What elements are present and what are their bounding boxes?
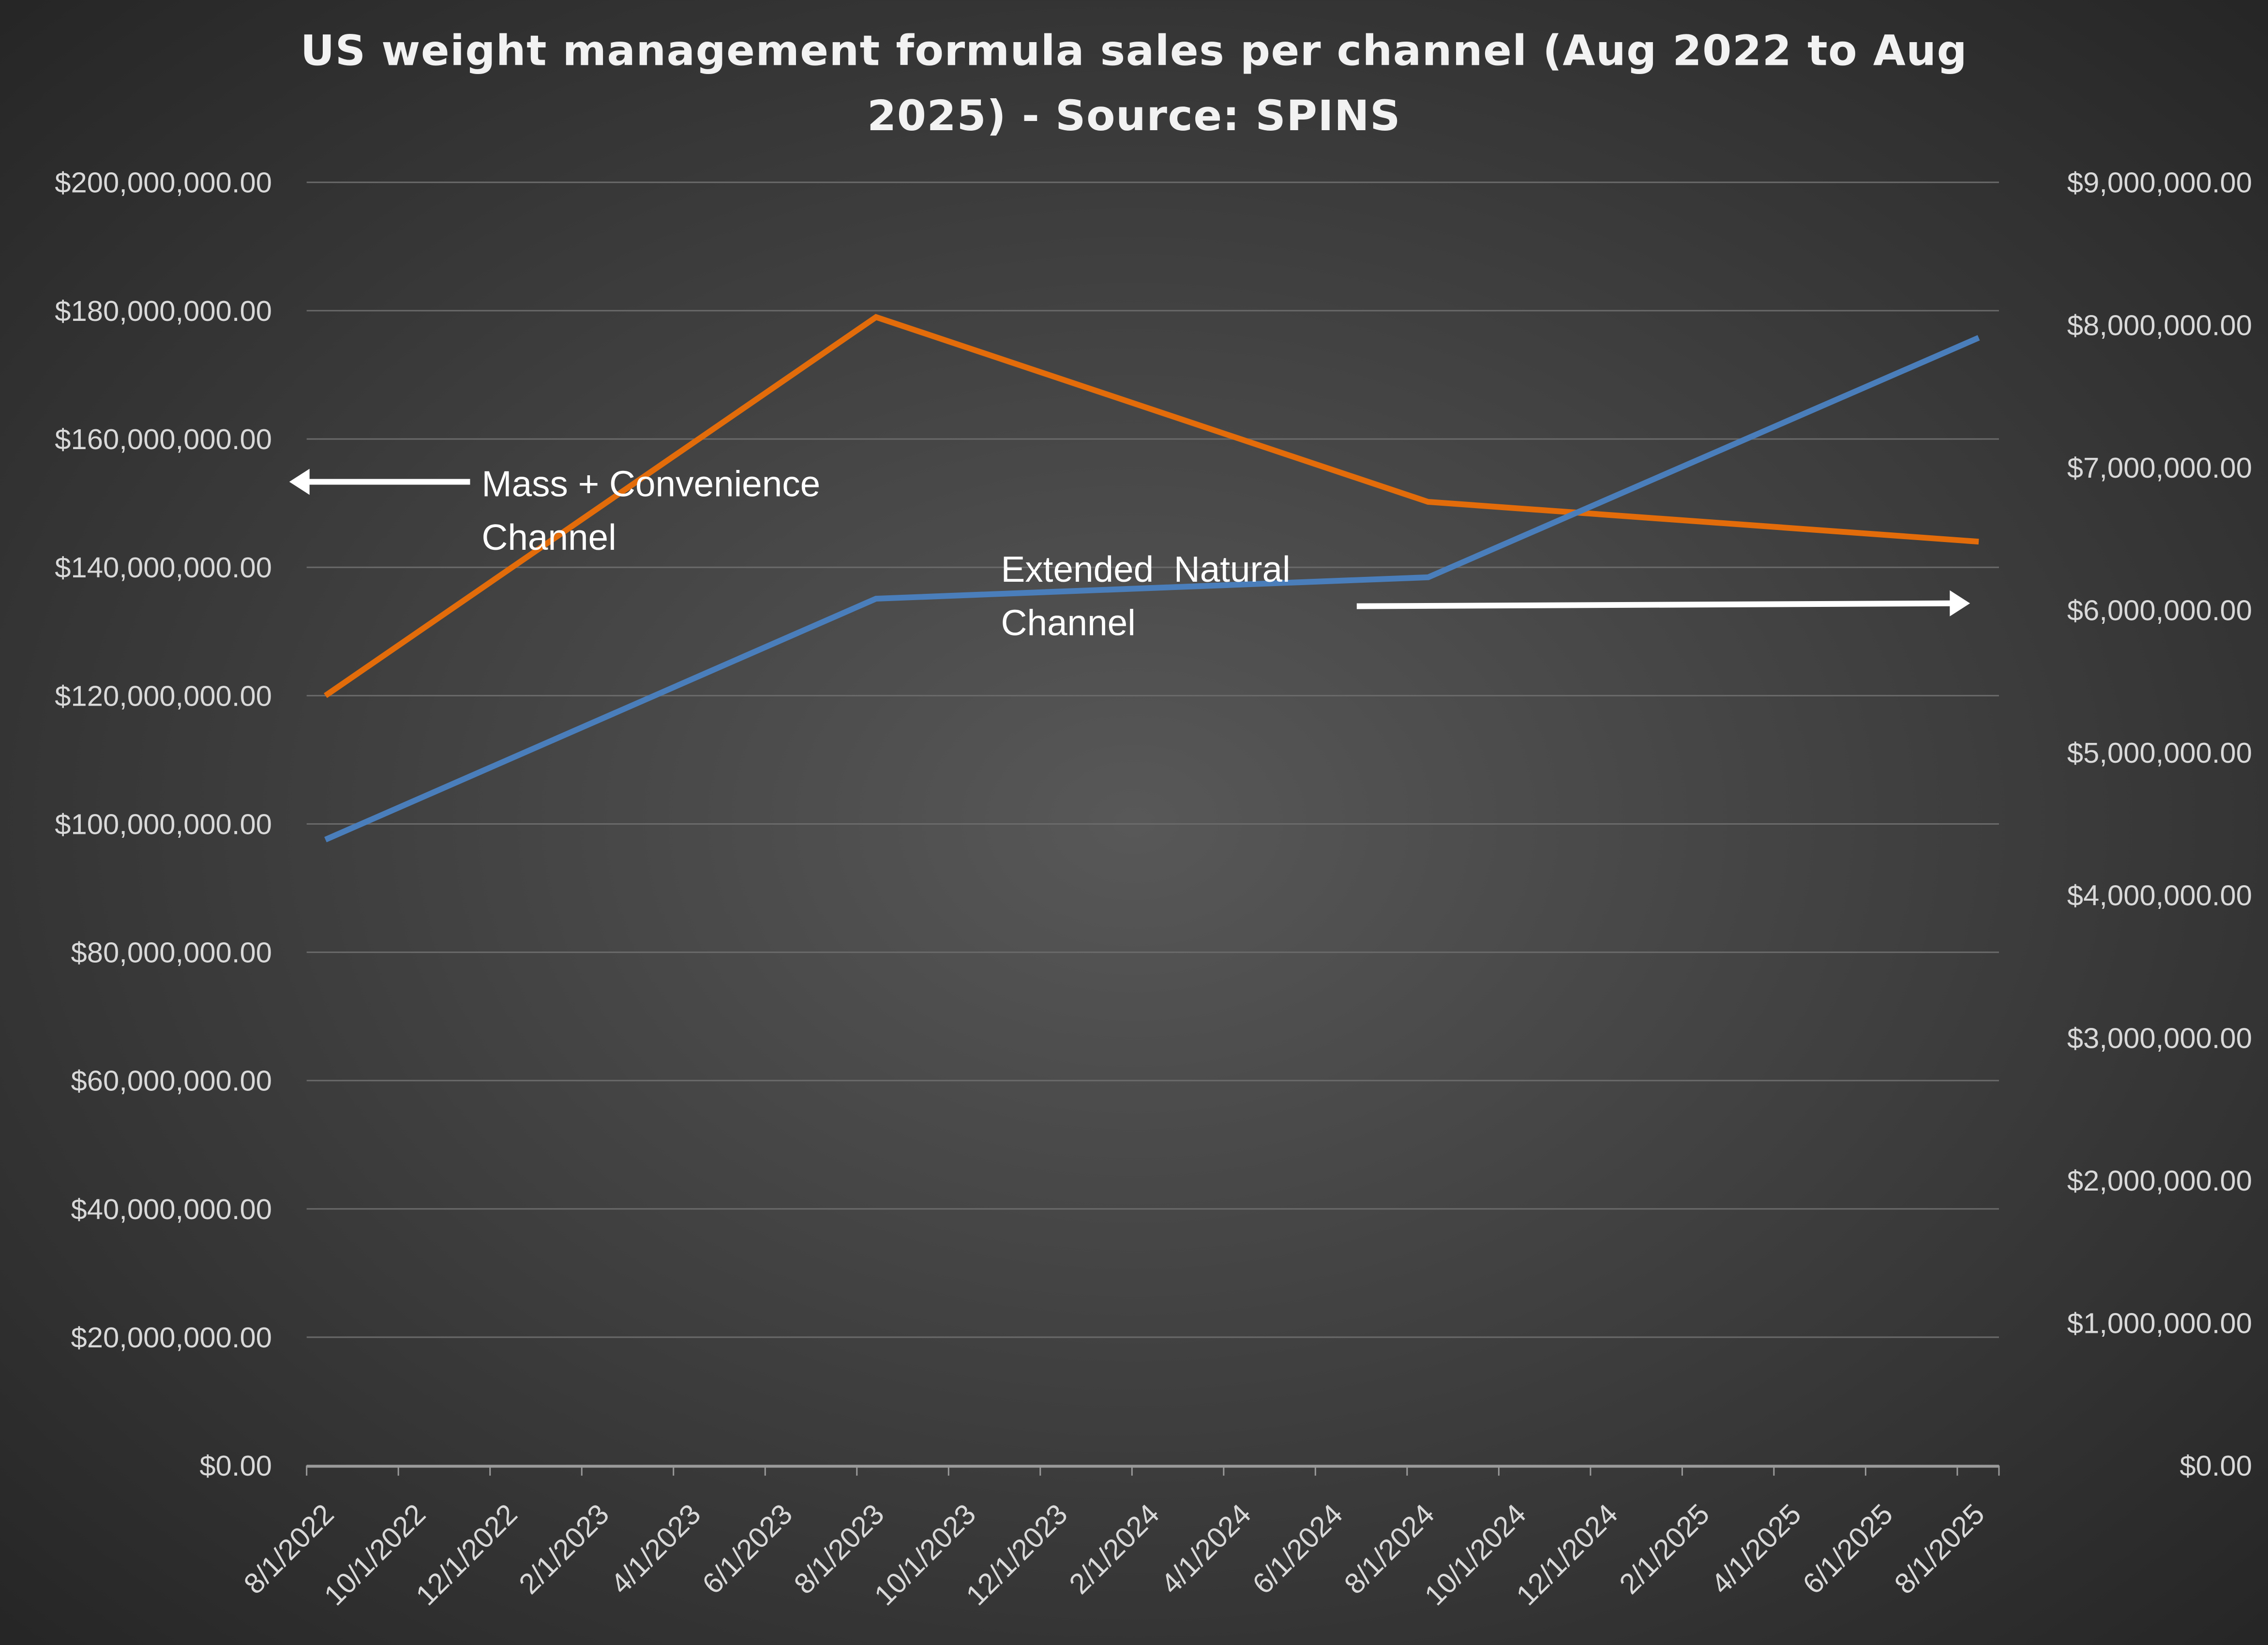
- annotation-mass-convenience: Mass + Convenience Channel: [289, 463, 820, 558]
- right-tick-label: $2,000,000.00: [2067, 1164, 2252, 1197]
- annotation-mass-line-1: Mass + Convenience: [481, 463, 820, 504]
- right-tick-label: $8,000,000.00: [2067, 309, 2252, 341]
- series-lines: [324, 314, 1980, 843]
- left-tick-label: $100,000,000.00: [55, 808, 272, 840]
- right-tick-label: $1,000,000.00: [2067, 1307, 2252, 1340]
- arrow-left-head-icon: [289, 468, 310, 495]
- annotation-extended-natural: Extended Natural Channel: [1001, 549, 1970, 643]
- data-point: [325, 695, 326, 696]
- right-tick-label: $6,000,000.00: [2067, 594, 2252, 627]
- right-tick-label: $0.00: [2180, 1449, 2253, 1482]
- right-tick-label: $5,000,000.00: [2067, 737, 2252, 769]
- left-tick-label: $180,000,000.00: [55, 295, 272, 327]
- left-tick-label: $120,000,000.00: [55, 679, 272, 712]
- left-tick-label: $160,000,000.00: [55, 423, 272, 455]
- chart-title-line-2: 2025) - Source: SPINS: [867, 92, 1401, 140]
- arrow-right-icon: [1356, 600, 1953, 609]
- left-tick-label: $80,000,000.00: [71, 936, 272, 969]
- left-tick-label: $20,000,000.00: [71, 1321, 272, 1354]
- left-tick-label: $0.00: [199, 1449, 272, 1482]
- arrow-right-head-icon: [1950, 590, 1970, 617]
- annotation-natural-line-2: Channel: [1001, 602, 1135, 643]
- annotation-mass-line-2: Channel: [481, 517, 616, 558]
- series-line-mass-convenience: [324, 314, 1979, 698]
- right-tick-label: $7,000,000.00: [2067, 452, 2252, 484]
- right-axis-ticks: $0.00 $1,000,000.00 $2,000,000.00 $3,000,00…: [2067, 166, 2252, 1482]
- left-tick-label: $200,000,000.00: [55, 166, 272, 199]
- gridlines: [306, 181, 1999, 1338]
- series-line-extended-natural: [324, 335, 1980, 843]
- chart-title-line-1: US weight management formula sales per c…: [300, 27, 1968, 75]
- left-tick-label: $140,000,000.00: [55, 551, 272, 584]
- left-tick-label: $60,000,000.00: [71, 1065, 272, 1097]
- annotation-natural-line-1: Extended Natural: [1001, 549, 1290, 589]
- right-tick-label: $9,000,000.00: [2067, 166, 2252, 199]
- right-tick-label: $4,000,000.00: [2067, 879, 2252, 912]
- left-tick-label: $40,000,000.00: [71, 1193, 272, 1225]
- right-tick-label: $3,000,000.00: [2067, 1022, 2252, 1054]
- left-axis-ticks: $0.00 $20,000,000.00 $40,000,000.00 $60,000…: [55, 166, 272, 1482]
